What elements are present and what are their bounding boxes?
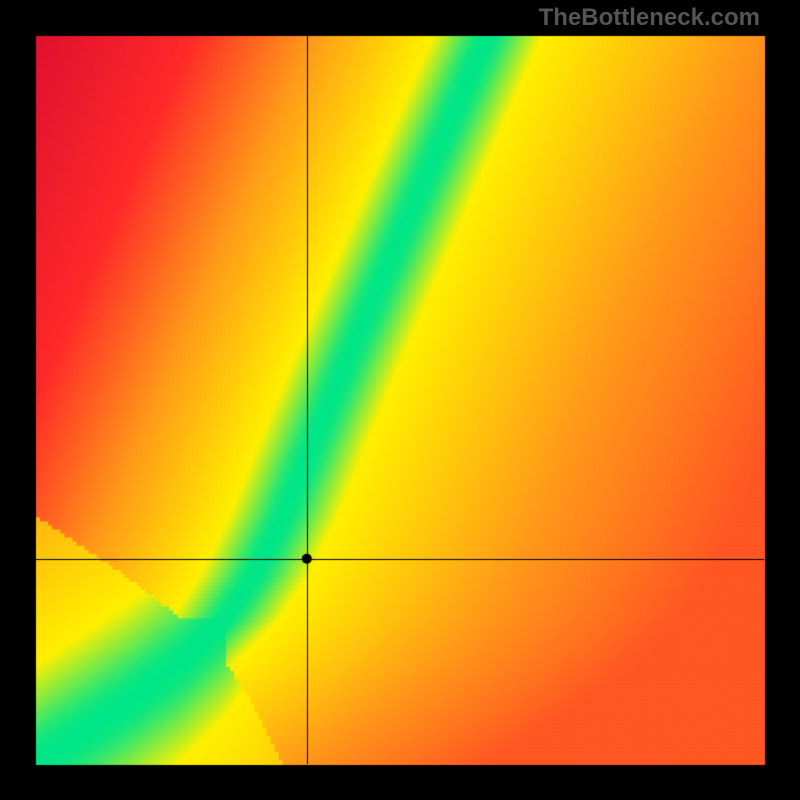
watermark-label: TheBottleneck.com: [539, 4, 760, 32]
heatmap-canvas: [0, 0, 800, 800]
bottleneck-heatmap: TheBottleneck.com: [0, 0, 800, 800]
